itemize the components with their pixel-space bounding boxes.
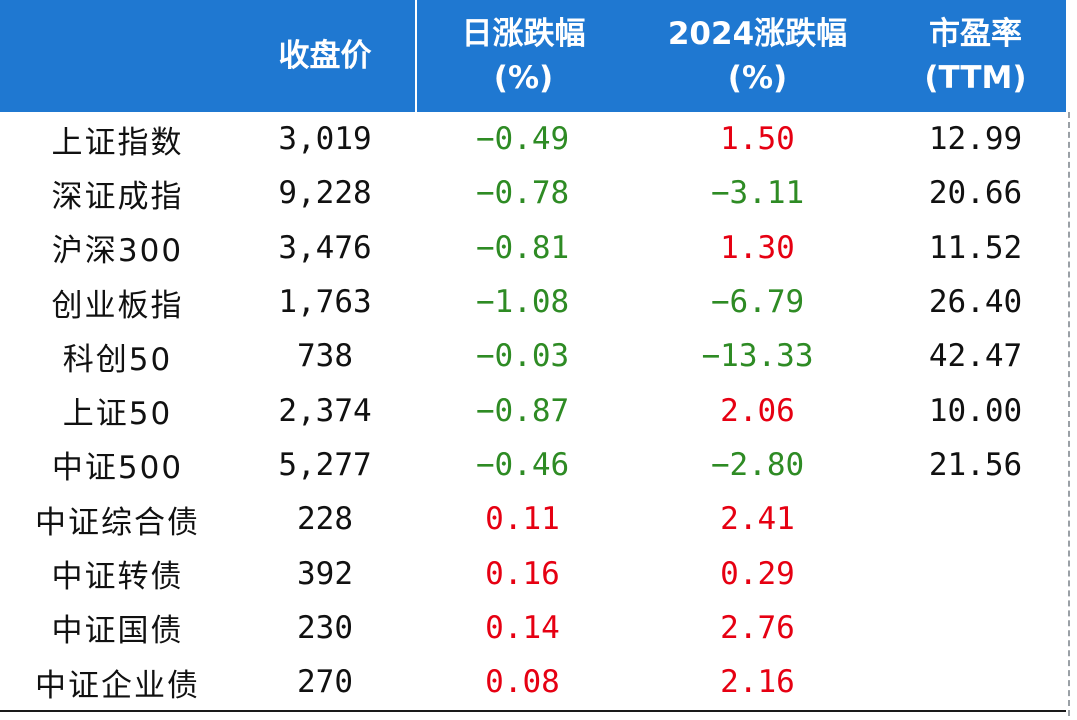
right-border	[1068, 112, 1070, 716]
index-name: 中证转债	[51, 559, 184, 596]
header-ytd-label: 2024涨跌幅	[667, 16, 848, 52]
close-price: 3,019	[278, 121, 372, 158]
ytd-change: 2.76	[720, 609, 795, 646]
ytd-change: 2.16	[720, 664, 795, 701]
bottom-border	[0, 710, 1066, 712]
table-row: 深证成指 9,228 −0.78 −3.11 20.66	[0, 166, 1066, 220]
table-row: 中证综合债 228 0.11 2.41	[0, 492, 1066, 546]
header-daily-col: 日涨跌幅 (%)	[417, 0, 630, 112]
table-row: 中证转债 392 0.16 0.29	[0, 546, 1066, 600]
close-price: 230	[297, 609, 353, 646]
table-row: 中证企业债 270 0.08 2.16	[0, 655, 1066, 709]
header-close-label: 收盘价	[278, 38, 372, 74]
ytd-change: −13.33	[701, 338, 814, 375]
table-row: 创业板指 1,763 −1.08 −6.79 26.40	[0, 275, 1066, 329]
table-row: 科创50 738 −0.03 −13.33 42.47	[0, 329, 1066, 383]
ytd-change: 2.41	[720, 501, 795, 538]
pe-ratio: 21.56	[928, 446, 1023, 483]
daily-change: −0.87	[475, 392, 570, 429]
table-row: 中证国债 230 0.14 2.76	[0, 601, 1066, 655]
daily-change: −0.81	[475, 229, 570, 266]
pe-ratio: 11.52	[928, 229, 1023, 266]
table-row: 中证500 5,277 −0.46 −2.80 21.56	[0, 438, 1066, 492]
close-price: 9,228	[278, 175, 372, 212]
daily-change: −1.08	[475, 284, 570, 321]
close-price: 3,476	[278, 229, 372, 266]
header-pe-unit: (TTM)	[924, 60, 1027, 96]
header-daily-label: 日涨跌幅	[461, 16, 586, 52]
daily-change: −0.03	[475, 338, 570, 375]
header-close-col: 收盘价	[235, 0, 415, 112]
index-name: 中证综合债	[35, 504, 200, 541]
index-name: 创业板指	[51, 287, 184, 324]
close-price: 228	[297, 501, 353, 538]
close-price: 5,277	[278, 446, 372, 483]
close-price: 392	[297, 555, 353, 592]
ytd-change: 0.29	[720, 555, 795, 592]
header-name-col	[0, 0, 235, 112]
ytd-change: −3.11	[710, 175, 805, 212]
close-price: 2,374	[278, 392, 372, 429]
table-header: 收盘价 日涨跌幅 (%) 2024涨跌幅 (%) 市盈率 (TTM)	[0, 0, 1066, 112]
header-ytd-unit: (%)	[727, 60, 788, 96]
table-row: 上证50 2,374 −0.87 2.06 10.00	[0, 383, 1066, 437]
daily-change: 0.16	[485, 555, 560, 592]
daily-change: 0.08	[485, 664, 560, 701]
pe-ratio: 26.40	[928, 284, 1023, 321]
index-name: 深证成指	[51, 178, 184, 215]
index-name: 科创50	[62, 341, 173, 378]
header-pe-label: 市盈率	[929, 16, 1022, 52]
daily-change: 0.14	[485, 609, 560, 646]
index-name: 中证国债	[51, 613, 184, 650]
pe-ratio: 20.66	[928, 175, 1023, 212]
table-row: 沪深300 3,476 −0.81 1.30 11.52	[0, 221, 1066, 275]
header-ytd-col: 2024涨跌幅 (%)	[630, 0, 885, 112]
table-row: 上证指数 3,019 −0.49 1.50 12.99	[0, 112, 1066, 166]
header-separator	[415, 0, 417, 112]
daily-change: −0.78	[475, 175, 570, 212]
ytd-change: −2.80	[710, 446, 805, 483]
pe-ratio: 42.47	[928, 338, 1023, 375]
pe-ratio: 10.00	[928, 392, 1023, 429]
index-name: 中证企业债	[35, 667, 200, 704]
index-name: 上证50	[62, 396, 173, 433]
ytd-change: −6.79	[710, 284, 805, 321]
ytd-change: 1.30	[720, 229, 795, 266]
close-price: 270	[297, 664, 353, 701]
close-price: 1,763	[278, 284, 372, 321]
index-name: 沪深300	[51, 233, 184, 270]
daily-change: −0.46	[475, 446, 570, 483]
close-price: 738	[297, 338, 353, 375]
index-name: 中证500	[51, 450, 184, 487]
daily-change: 0.11	[485, 501, 560, 538]
pe-ratio: 12.99	[928, 121, 1023, 158]
header-pe-col: 市盈率 (TTM)	[885, 0, 1066, 112]
daily-change: −0.49	[475, 121, 570, 158]
header-daily-unit: (%)	[493, 60, 554, 96]
ytd-change: 1.50	[720, 121, 795, 158]
ytd-change: 2.06	[720, 392, 795, 429]
index-name: 上证指数	[51, 124, 184, 161]
table-body: 上证指数 3,019 −0.49 1.50 12.99 深证成指 9,228 −0.78 −3.…	[0, 112, 1066, 709]
